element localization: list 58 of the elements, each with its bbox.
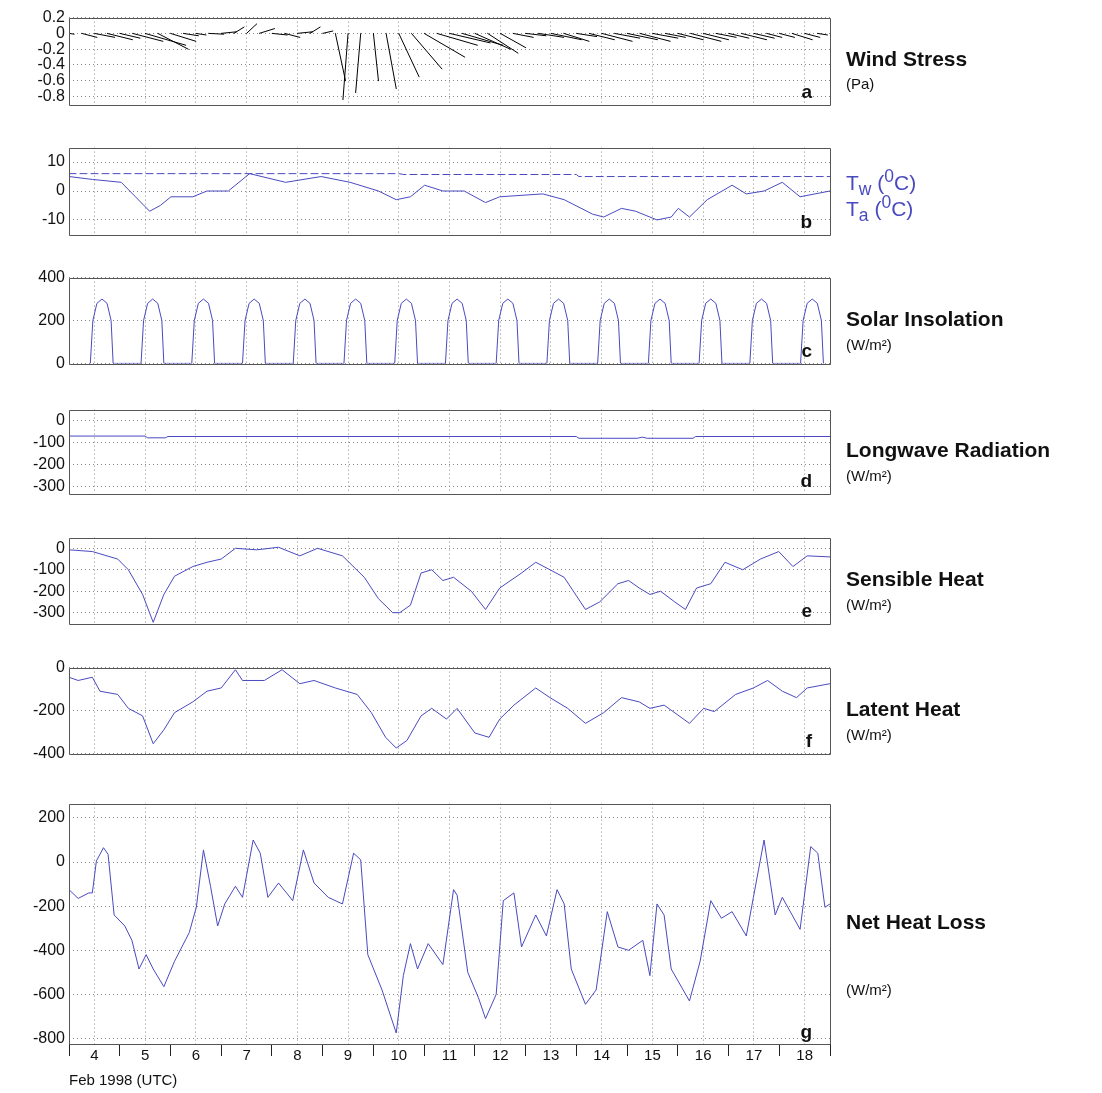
x-tick-label: 8	[293, 1046, 302, 1064]
y-tick-label: 0	[56, 658, 66, 676]
y-axis-title: Solar Insolation (W/m²)	[846, 306, 1004, 353]
x-tick-label: 5	[140, 1046, 150, 1064]
annotation: f	[805, 730, 813, 752]
y-tick-label: -10	[41, 210, 66, 228]
y-tick-label: 200	[38, 311, 66, 329]
y-tick-label: 200	[38, 808, 66, 826]
y-tick-label: 0	[56, 181, 66, 199]
x-tick-label: 11	[441, 1046, 458, 1064]
y-tick-label: -0.2	[37, 39, 66, 57]
y-tick-label: -300	[32, 603, 66, 621]
y-tick-label: 0	[56, 24, 66, 42]
annotation: d	[800, 470, 812, 492]
x-tick-label: 18	[796, 1046, 813, 1064]
x-tick-label: 10	[390, 1046, 408, 1064]
y-tick-label: 10	[47, 152, 66, 170]
x-tick-label: 6	[191, 1046, 201, 1064]
y-tick-label: -200	[32, 896, 66, 914]
y-axis-title: Wind Stress (Pa)	[846, 47, 968, 93]
annotation: e	[801, 600, 812, 622]
y-tick-label: -0.4	[37, 55, 66, 73]
y-tick-label: -0.6	[37, 71, 66, 89]
y-tick-label: -300	[32, 477, 66, 495]
x-tick-label: 17	[745, 1046, 763, 1064]
y-tick-label: 0	[56, 539, 66, 557]
y-axis-title: Latent Heat (W/m²)	[846, 696, 961, 743]
x-tick-label: 9	[343, 1046, 353, 1064]
y-tick-label: 0	[56, 852, 66, 870]
y-tick-label: -100	[32, 433, 66, 451]
x-tick-label: 4	[90, 1046, 99, 1064]
y-tick-label: -800	[32, 1029, 66, 1047]
text: Net Heat Loss (W/m²)	[846, 909, 987, 998]
x-tick-label: 16	[694, 1046, 712, 1064]
x-tick-label: 12	[491, 1046, 509, 1064]
annotation: b	[800, 211, 812, 233]
x-tick-label: 14	[593, 1046, 611, 1064]
y-tick-label: 400	[38, 268, 66, 286]
y-tick-label: -400	[32, 744, 66, 762]
annotation: c	[801, 340, 813, 362]
y-tick-label: 0.2	[42, 8, 66, 26]
y-tick-label: -200	[32, 701, 66, 719]
annotation: a	[801, 81, 813, 103]
annotation: g	[800, 1021, 812, 1043]
y-tick-label: -0.8	[37, 87, 66, 105]
x-tick-label: 15	[644, 1046, 661, 1064]
y-tick-label: 0	[56, 354, 66, 372]
y-tick-label: 0	[56, 411, 66, 429]
y-tick-label: -200	[32, 455, 66, 473]
y-tick-label: -600	[32, 985, 66, 1003]
y-tick-label: -200	[32, 582, 66, 600]
y-tick-label: -100	[32, 560, 66, 578]
y-axis-title: Longwave Radiation (W/m²)	[846, 437, 1051, 484]
x-tick-label: 7	[242, 1046, 251, 1064]
x-tick-label: 13	[542, 1046, 560, 1064]
x-axis-title: Feb 1998 (UTC)	[69, 1071, 178, 1089]
y-tick-label: -400	[32, 941, 66, 959]
y-axis-title: Sensible Heat (W/m²)	[846, 566, 984, 613]
